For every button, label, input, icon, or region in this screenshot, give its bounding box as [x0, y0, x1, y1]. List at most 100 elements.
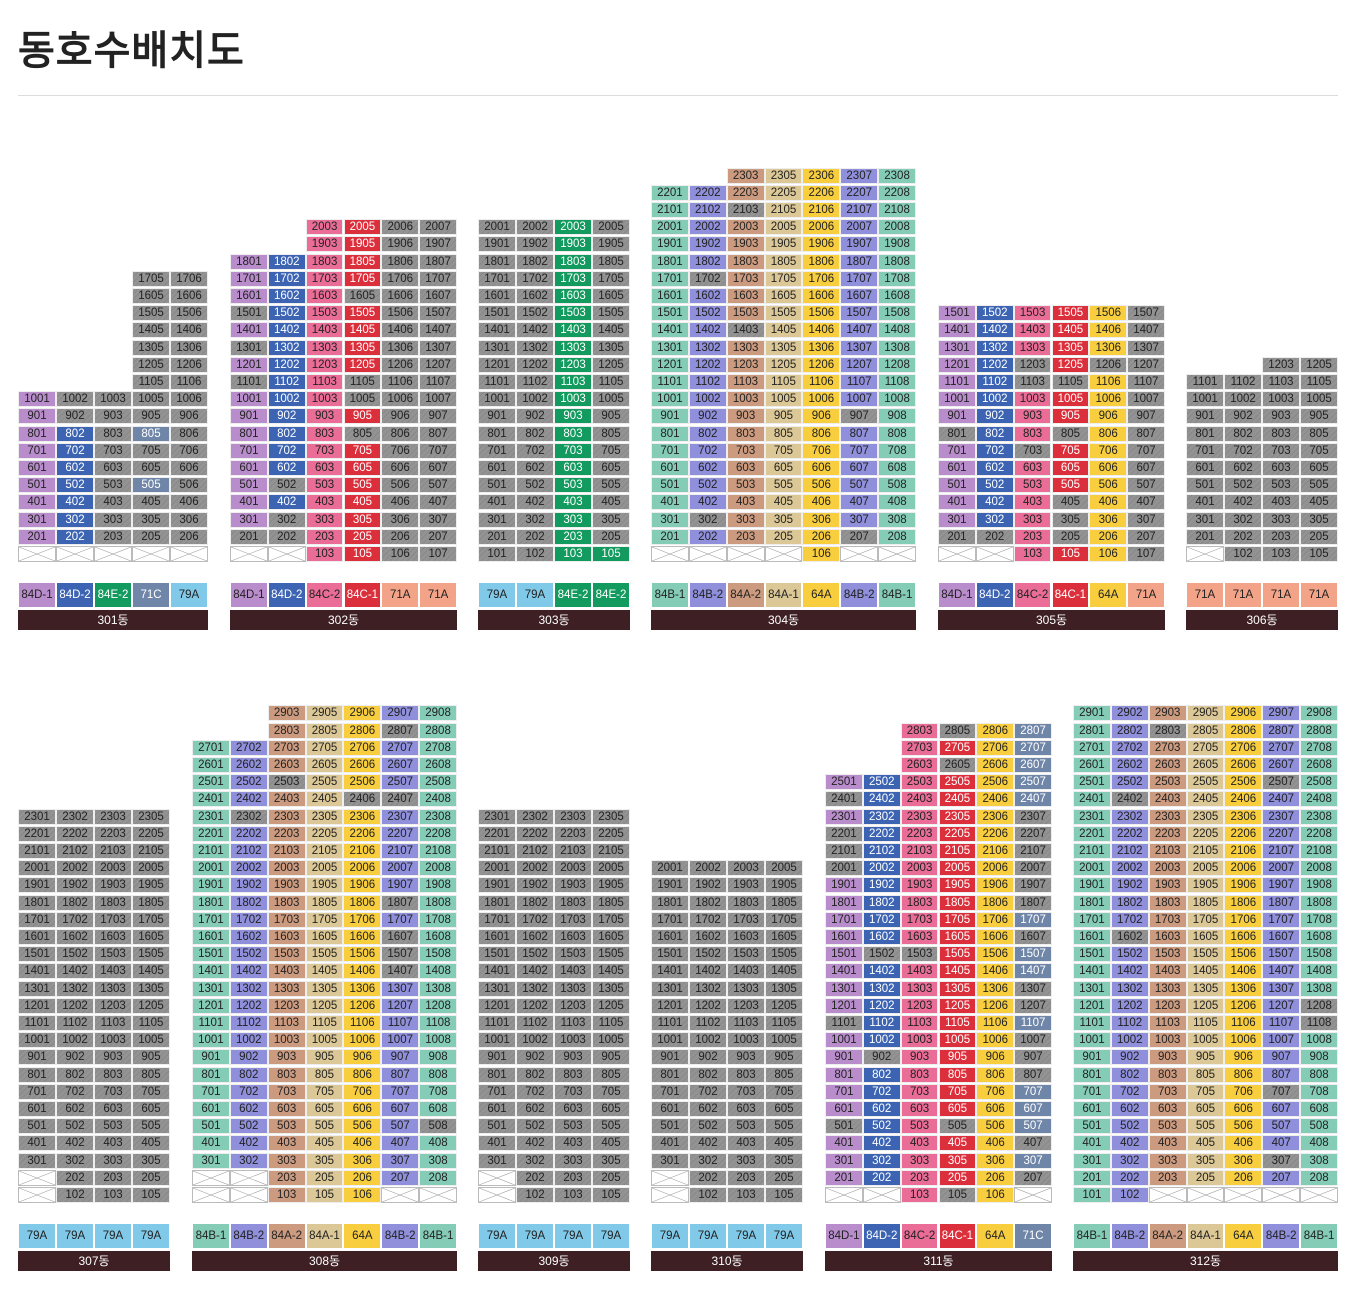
- unit-cell-sold[interactable]: 1407: [1127, 322, 1165, 339]
- unit-cell-sold[interactable]: 302: [688, 511, 727, 528]
- unit-cell[interactable]: 1902: [862, 877, 901, 894]
- unit-cell-sold[interactable]: 305: [592, 511, 630, 528]
- unit-cell-sold[interactable]: 2205: [132, 825, 170, 842]
- unit-cell[interactable]: 1402: [688, 322, 727, 339]
- unit-cell[interactable]: 2103: [900, 843, 939, 859]
- unit-cell[interactable]: 402: [267, 494, 306, 511]
- unit-cell[interactable]: 307: [381, 1152, 420, 1169]
- unit-cell[interactable]: 906: [343, 1049, 382, 1066]
- unit-cell[interactable]: 808: [1300, 1066, 1338, 1083]
- unit-cell[interactable]: 2205: [305, 825, 344, 842]
- unit-cell[interactable]: 2006: [976, 860, 1015, 877]
- unit-cell-sold[interactable]: 1702: [56, 911, 94, 928]
- unit-cell[interactable]: 705: [1051, 442, 1090, 459]
- unit-cell[interactable]: 602: [688, 460, 727, 476]
- unit-cell[interactable]: 308: [419, 1152, 457, 1169]
- unit-cell-sold[interactable]: 1101: [230, 374, 268, 390]
- unit-cell-sold[interactable]: 1201: [478, 356, 516, 373]
- unit-cell-sold[interactable]: 2301: [18, 808, 56, 825]
- unit-cell-sold[interactable]: 805: [592, 425, 630, 442]
- unit-cell-sold[interactable]: 2202: [56, 825, 94, 842]
- unit-cell[interactable]: 301: [825, 1152, 863, 1169]
- unit-cell[interactable]: 803: [726, 425, 765, 442]
- unit-cell[interactable]: 1908: [878, 236, 916, 253]
- unit-cell[interactable]: 2307: [381, 808, 420, 825]
- unit-cell[interactable]: 203: [726, 528, 765, 545]
- unit-cell[interactable]: 2101: [1073, 843, 1111, 859]
- unit-cell-sold[interactable]: 1207: [1127, 356, 1165, 373]
- unit-cell-sold[interactable]: 2302: [56, 808, 94, 825]
- unit-cell-sold[interactable]: 206: [170, 528, 208, 545]
- unit-cell[interactable]: 2606: [1224, 757, 1263, 773]
- unit-cell-sold[interactable]: 803: [1262, 425, 1300, 442]
- unit-cell[interactable]: 607: [1262, 1101, 1301, 1117]
- unit-cell-sold[interactable]: 603: [94, 1101, 132, 1117]
- unit-cell-sold[interactable]: 301: [1186, 511, 1224, 528]
- unit-cell[interactable]: 802: [688, 425, 727, 442]
- unit-cell-sold[interactable]: 1101: [18, 1015, 56, 1031]
- unit-cell[interactable]: 1508: [1300, 946, 1338, 963]
- unit-cell-sold[interactable]: 206: [381, 528, 420, 545]
- unit-cell[interactable]: 702: [862, 1083, 901, 1100]
- unit-cell-sold[interactable]: 1205: [765, 997, 803, 1014]
- unit-cell[interactable]: 203: [1013, 528, 1052, 545]
- unit-cell[interactable]: 2603: [267, 757, 306, 773]
- unit-cell[interactable]: 306: [802, 511, 841, 528]
- unit-cell[interactable]: 305: [938, 1152, 977, 1169]
- unit-cell[interactable]: 2305: [938, 808, 977, 825]
- unit-cell-sold[interactable]: 2407: [381, 791, 420, 808]
- unit-cell[interactable]: 1507: [840, 305, 879, 322]
- unit-cell[interactable]: 2908: [419, 705, 457, 722]
- unit-cell-sold[interactable]: 1703: [727, 911, 765, 928]
- unit-cell-sold[interactable]: 1902: [516, 877, 554, 894]
- unit-cell-sold[interactable]: 905: [592, 1049, 630, 1066]
- unit-cell-sold[interactable]: 1902: [516, 236, 554, 253]
- unit-cell[interactable]: 1503: [1013, 305, 1052, 322]
- unit-cell[interactable]: 2008: [878, 219, 916, 236]
- unit-cell-sold[interactable]: 508: [419, 1118, 457, 1135]
- unit-cell[interactable]: 1401: [230, 322, 268, 339]
- unit-cell[interactable]: 1402: [975, 322, 1014, 339]
- unit-cell[interactable]: 2807: [1262, 722, 1301, 739]
- unit-cell[interactable]: 805: [764, 425, 803, 442]
- unit-cell[interactable]: 1601: [1073, 929, 1111, 945]
- unit-cell[interactable]: 1703: [726, 270, 765, 287]
- unit-cell[interactable]: 1502: [229, 946, 268, 963]
- unit-cell[interactable]: 1401: [192, 963, 230, 980]
- unit-cell[interactable]: 1806: [802, 253, 841, 270]
- unit-cell[interactable]: 1301: [192, 980, 230, 997]
- unit-cell[interactable]: 606: [1224, 1101, 1263, 1117]
- unit-cell[interactable]: 1406: [1089, 322, 1128, 339]
- unit-cell[interactable]: 2206: [976, 825, 1015, 842]
- unit-cell[interactable]: 2101: [192, 843, 230, 859]
- unit-cell-sold[interactable]: 707: [1262, 1083, 1301, 1100]
- unit-cell-sold[interactable]: 2203: [554, 825, 592, 842]
- unit-cell[interactable]: 601: [651, 460, 689, 476]
- unit-cell[interactable]: 205: [938, 1169, 977, 1186]
- unit-cell-sold[interactable]: 901: [18, 1049, 56, 1066]
- unit-cell-sold[interactable]: 205: [592, 1169, 630, 1186]
- unit-cell-sold[interactable]: 805: [592, 1066, 630, 1083]
- unit-cell[interactable]: 803: [1013, 425, 1052, 442]
- unit-cell-sold[interactable]: 1501: [651, 946, 689, 963]
- unit-cell[interactable]: 806: [343, 1066, 382, 1083]
- unit-cell[interactable]: 2306: [1224, 808, 1263, 825]
- unit-cell-sold[interactable]: 906: [381, 408, 420, 425]
- unit-cell[interactable]: 2102: [229, 843, 268, 859]
- unit-cell-sold[interactable]: 201: [938, 528, 976, 545]
- unit-cell-sold[interactable]: 601: [1186, 460, 1224, 476]
- unit-cell-sold[interactable]: 705: [592, 442, 630, 459]
- unit-cell[interactable]: 1106: [976, 1015, 1015, 1031]
- unit-cell[interactable]: 2001: [651, 219, 689, 236]
- unit-cell[interactable]: 205: [305, 1169, 344, 1186]
- unit-cell-sold[interactable]: 2205: [592, 825, 630, 842]
- unit-cell[interactable]: 706: [976, 1083, 1015, 1100]
- unit-cell[interactable]: 803: [1148, 1066, 1187, 1083]
- unit-cell-sold[interactable]: 406: [381, 494, 420, 511]
- unit-cell[interactable]: 1503: [1148, 946, 1187, 963]
- unit-cell-sold[interactable]: 505: [765, 1118, 803, 1135]
- unit-cell-sold[interactable]: 1006: [381, 391, 420, 408]
- unit-cell[interactable]: 308: [878, 511, 916, 528]
- unit-cell-sold[interactable]: 1102: [689, 1015, 727, 1031]
- unit-cell[interactable]: 1001: [938, 391, 976, 408]
